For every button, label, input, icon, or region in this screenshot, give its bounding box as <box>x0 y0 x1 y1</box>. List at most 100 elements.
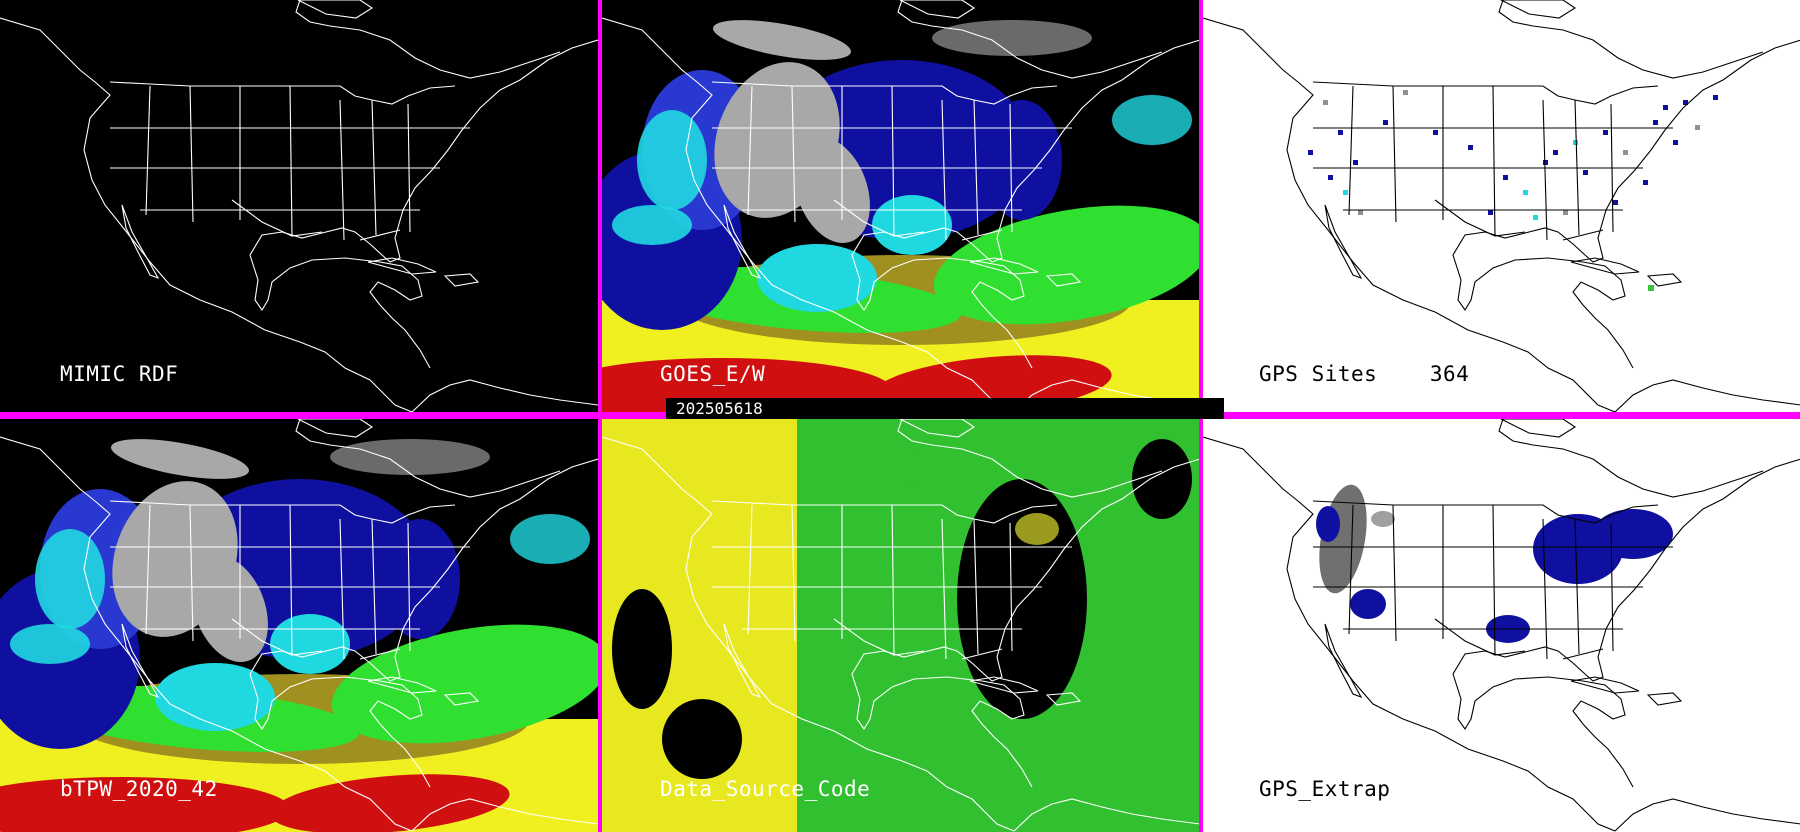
greenland-coast <box>900 0 974 18</box>
state-borders <box>1313 501 1673 659</box>
gps-site-marker <box>1328 175 1333 180</box>
btpw-blue-east <box>380 519 460 639</box>
gps-site-marker <box>1695 125 1700 130</box>
gps-site-marker <box>1583 170 1588 175</box>
btpw-green-east <box>331 624 598 744</box>
btpw-gray-southwest <box>192 555 268 663</box>
btpw-red-band-e <box>270 774 510 832</box>
gps-site-marker <box>1663 105 1668 110</box>
gps-site-marker <box>1603 130 1608 135</box>
gps-site-marker <box>1308 150 1313 155</box>
source-gap-northeast <box>1132 439 1192 519</box>
baja-peninsula <box>1325 624 1361 697</box>
gps-site-marker <box>1433 130 1438 135</box>
gps-site-marker <box>1573 140 1578 145</box>
baja-peninsula <box>122 205 158 278</box>
gps-site-marker <box>1403 90 1408 95</box>
btpw-gray-canada <box>111 439 249 479</box>
btpw-cyan-atlantic <box>510 514 590 564</box>
goes-cyan-atlantic <box>1112 95 1192 145</box>
gps-site-marker <box>1673 140 1678 145</box>
greenland-coast <box>298 0 372 18</box>
gps-site-marker <box>1338 130 1343 135</box>
source-olive-spot <box>1015 513 1059 545</box>
timestamp-bar: 202505618 <box>666 398 1224 419</box>
gps-site-marker <box>1383 120 1388 125</box>
gps-site-marker <box>1648 285 1654 291</box>
goes-cyan-pacific-south <box>612 205 692 245</box>
map-gps-extrap <box>1203 419 1800 832</box>
source-gap-pacific <box>612 589 672 709</box>
map-gps-sites <box>1203 0 1800 412</box>
panel-gps-extrap: GPS_Extrap <box>1203 419 1800 832</box>
gps-site-marker <box>1613 200 1618 205</box>
gps-site-marker <box>1533 215 1538 220</box>
coastline <box>1203 0 1800 412</box>
map-outline-sites <box>1203 0 1800 412</box>
gps-site-marker <box>1523 190 1528 195</box>
gps-site-marker <box>1343 190 1348 195</box>
island-cuba <box>970 677 1038 693</box>
extrap-gray-west <box>1319 484 1367 594</box>
btpw-red-band-w <box>0 777 290 832</box>
panel-label-data-source: Data_Source_Code <box>660 777 871 801</box>
gps-site-marker <box>1553 150 1558 155</box>
island-cuba <box>970 258 1038 274</box>
island-hispaniola <box>1047 274 1080 286</box>
map-btpw <box>0 419 598 832</box>
panel-label-mimic-rdf: MIMIC RDF <box>60 362 179 386</box>
baja-peninsula <box>122 624 158 697</box>
goes-gray-hudson <box>932 20 1092 56</box>
extrap-blue-socal <box>1350 589 1386 619</box>
map-outline-goes <box>602 0 1199 412</box>
island-hispaniola <box>1648 274 1681 286</box>
greenland-coast <box>298 419 372 437</box>
island-hispaniola <box>445 274 478 286</box>
baja-peninsula <box>1325 205 1361 278</box>
coastline <box>0 419 598 831</box>
btpw-cyan-pacific-north <box>35 529 105 629</box>
state-borders <box>712 82 1072 240</box>
state-borders <box>110 501 470 659</box>
state-borders <box>712 501 1072 659</box>
panel-data-source: Data_Source_Code <box>602 419 1199 832</box>
extrap-gray-spot <box>1371 511 1395 527</box>
panel-gps-sites: GPS Sites 364 <box>1203 0 1800 412</box>
gps-site-marker <box>1713 95 1718 100</box>
goes-green-east <box>933 205 1199 325</box>
gps-site-marker <box>1468 145 1473 150</box>
gps-site-marker <box>1623 150 1628 155</box>
gps-site-marker <box>1503 175 1508 180</box>
greenland-coast <box>1501 419 1575 437</box>
goes-cyan-pacific-north <box>637 110 707 210</box>
goes-gray-southwest <box>794 136 870 244</box>
gps-site-marker <box>1643 180 1648 185</box>
coastline <box>602 0 1199 412</box>
map-outline-extrap <box>1203 419 1800 831</box>
goes-gray-canada <box>713 20 851 60</box>
source-green-canada <box>892 449 1012 489</box>
gps-site-marker <box>1683 100 1688 105</box>
extrap-blue-northeast <box>1593 509 1673 559</box>
goes-cyan-mexico-west <box>757 244 877 312</box>
baja-peninsula <box>724 205 760 278</box>
btpw-cyan-gulf <box>270 614 350 674</box>
map-outline-btpw <box>0 419 598 831</box>
gps-site-marker <box>1653 120 1658 125</box>
map-outline-mimic <box>0 0 598 412</box>
btpw-cyan-pacific-south <box>10 624 90 664</box>
state-borders <box>110 82 470 240</box>
island-cuba <box>368 677 436 693</box>
extrap-blue-west <box>1316 506 1340 542</box>
gps-site-marker <box>1323 100 1328 105</box>
coastline <box>1203 419 1800 831</box>
gps-site-marker <box>1488 210 1493 215</box>
panel-label-goes-ew: GOES_E/W <box>660 362 766 386</box>
map-data-source <box>602 419 1199 832</box>
coastline <box>602 419 1199 831</box>
island-cuba <box>1571 258 1639 274</box>
greenland-coast <box>1501 0 1575 18</box>
map-outline-source <box>602 419 1199 831</box>
island-hispaniola <box>445 693 478 705</box>
